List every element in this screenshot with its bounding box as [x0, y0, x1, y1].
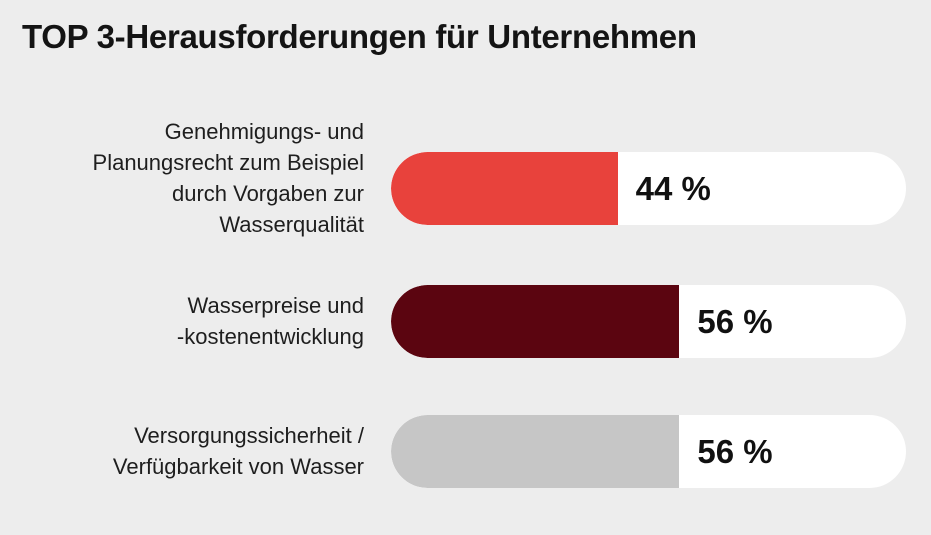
category-label-line: Wasserpreise und: [187, 293, 364, 318]
category-label-line: Wasserqualität: [219, 212, 364, 237]
category-label-line: Verfügbarkeit von Wasser: [112, 454, 364, 479]
chart-title: TOP 3-Herausforderungen für Unternehmen: [22, 18, 697, 55]
bar-row: Wasserpreise und -kostenentwicklung 56 %: [0, 285, 931, 358]
bar-fill: [391, 285, 680, 358]
bar-track: 56 %: [391, 415, 906, 488]
bar-row: Versorgungssicherheit / Verfügbarkeit vo…: [0, 415, 931, 488]
value-label: 56 %: [697, 432, 773, 470]
bar-fill: [391, 152, 618, 225]
bar-fill: [391, 415, 680, 488]
category-label: Versorgungssicherheit / Verfügbarkeit vo…: [113, 420, 364, 482]
category-label: Wasserpreise und -kostenentwicklung: [177, 290, 364, 352]
category-label-line: Genehmigungs- und: [164, 119, 364, 144]
category-label-line: -kostenentwicklung: [176, 324, 364, 349]
category-label-line: durch Vorgaben zur: [171, 181, 364, 206]
category-label: Genehmigungs- und Planungsrecht zum Beis…: [93, 116, 364, 240]
category-label-line: Planungsrecht zum Beispiel: [92, 150, 364, 175]
value-label: 56 %: [697, 302, 773, 340]
bar-track: 56 %: [391, 285, 906, 358]
bar-row: Genehmigungs- und Planungsrecht zum Beis…: [0, 116, 931, 237]
category-label-line: Versorgungssicherheit /: [134, 423, 364, 448]
bar-track: 44 %: [391, 152, 906, 225]
value-label: 44 %: [635, 169, 711, 207]
